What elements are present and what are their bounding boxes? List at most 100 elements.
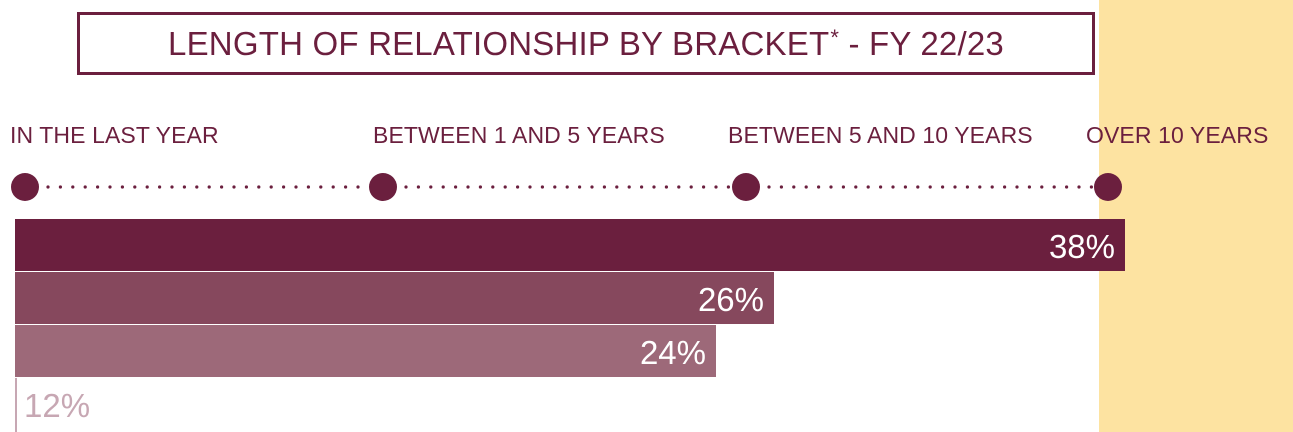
chart-title-main: LENGTH OF RELATIONSHIP BY BRACKET [168,24,830,62]
timeline-dot [540,185,545,189]
timeline-dot [817,185,821,189]
timeline-dot [792,185,796,189]
bar-label-2: 26% [698,281,764,318]
timeline-node-3 [732,173,760,201]
timeline-dot [891,185,895,189]
category-label-over-10-years: OVER 10 YEARS [1086,122,1269,148]
timeline-dot [1040,185,1044,189]
chart-title: LENGTH OF RELATIONSHIP BY BRACKET* - FY … [168,25,1004,63]
timeline-dot [879,185,883,189]
timeline-dot [195,185,199,189]
timeline-dot [83,185,87,189]
timeline-dot [990,185,994,189]
timeline-dot [516,185,520,189]
timeline-dot [454,185,458,189]
timeline-dot [404,185,408,189]
timeline-dot [1015,185,1019,189]
chart-title-footnote-mark: * [830,24,840,50]
highlight-panel [1099,0,1293,432]
timeline-dot [108,185,112,189]
timeline-dot [664,185,669,189]
timeline-dot [978,185,982,189]
timeline-dot [1027,185,1031,189]
timeline-dot [965,185,970,189]
timeline-dot [503,185,507,189]
timeline-dot [903,185,908,189]
timeline-dot [133,185,137,189]
timeline-dot [170,185,174,189]
timeline-dot [578,185,582,189]
timeline-dot [429,185,433,189]
timeline-dot [416,185,420,189]
timeline-dot [1052,185,1056,189]
timeline-dot [71,185,75,189]
timeline-dot [96,185,100,189]
timeline-dot [306,185,310,189]
timeline-dot [1089,185,1093,189]
timeline-axis [11,173,1122,201]
timeline-dot [331,185,335,189]
timeline-dot [677,185,681,189]
timeline-dot [652,185,656,189]
timeline-dot [928,185,932,189]
timeline-dot [319,185,323,189]
bar-1 [15,219,1125,271]
timeline-dot [627,185,631,189]
timeline-dot [866,185,870,189]
timeline-node-1 [11,173,39,201]
timeline-dot [356,185,360,189]
timeline-dot [182,185,186,189]
timeline-dot [565,185,569,189]
timeline-dot [58,185,63,189]
bar-label-4: 12% [24,387,90,424]
bar-4 [15,378,17,432]
timeline-dot [478,185,482,189]
category-label-last-year: IN THE LAST YEAR [10,122,219,148]
timeline-dot [294,185,298,189]
timeline-dot [269,185,273,189]
bar-label-1: 38% [1049,228,1115,265]
timeline-dot [841,185,846,189]
bar-3 [15,325,716,377]
bar-label-3: 24% [640,334,706,371]
timeline-dot [207,185,211,189]
timeline-dot [829,185,833,189]
timeline-dot [466,185,470,189]
bar-2 [15,272,774,324]
timeline-dot [282,185,286,189]
timeline-dot [120,185,124,189]
timeline-dot [779,185,784,189]
category-label-5-to-10-years: BETWEEN 5 AND 10 YEARS [728,122,1033,148]
timeline-node-4 [1094,173,1122,201]
timeline-dot [726,185,731,189]
timeline-dot [244,185,248,189]
timeline-dot [441,185,445,189]
timeline-dot [257,185,261,189]
category-label-1-to-5-years: BETWEEN 1 AND 5 YEARS [373,122,665,148]
timeline-dot [689,185,693,189]
timeline-node-2 [369,173,397,201]
timeline-dot [941,185,945,189]
timeline-dot [46,185,50,189]
chart-title-box: LENGTH OF RELATIONSHIP BY BRACKET* - FY … [77,12,1095,75]
timeline-dot [528,185,532,189]
timeline-dot [158,185,162,189]
timeline-dot [344,185,348,189]
timeline-dot [1003,185,1007,189]
timeline-dot [916,185,920,189]
timeline-dot [602,185,607,189]
timeline-dot [953,185,957,189]
timeline-dot [640,185,644,189]
timeline-dot [714,185,718,189]
timeline-dot [615,185,619,189]
timeline-dot [854,185,858,189]
timeline-dot [232,185,236,189]
timeline-dot [491,185,495,189]
timeline-dot [1065,185,1069,189]
timeline-dot [1077,185,1081,189]
timeline-dot [220,185,224,189]
timeline-dot [553,185,557,189]
timeline-dot [702,185,706,189]
timeline-dot [590,185,594,189]
